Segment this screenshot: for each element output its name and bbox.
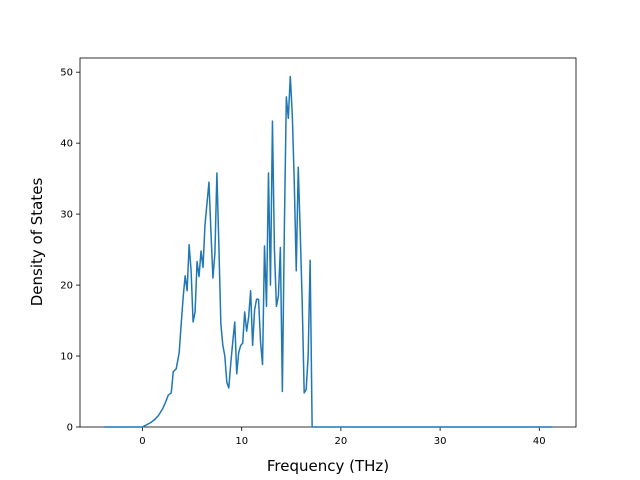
y-tick-label: 30 [60,210,73,221]
x-axis-label: Frequency (THz) [267,457,389,475]
y-tick-label: 40 [60,139,73,150]
y-tick-label: 0 [67,423,73,434]
y-tick-label: 50 [60,68,73,79]
dos-series-line [103,75,553,428]
y-tick-label: 20 [60,281,73,292]
x-axis-ticks: 0 10 20 30 40 [139,427,546,447]
y-axis-label: Density of States [28,178,46,307]
x-tick-label: 10 [235,436,248,447]
x-tick-label: 30 [434,436,447,447]
y-tick-label: 10 [60,352,73,363]
x-tick-label: 40 [533,436,546,447]
x-tick-label: 0 [139,436,145,447]
y-axis-ticks: 0 10 20 30 40 50 [60,68,80,434]
x-tick-label: 20 [335,436,348,447]
plot-frame [79,57,577,428]
